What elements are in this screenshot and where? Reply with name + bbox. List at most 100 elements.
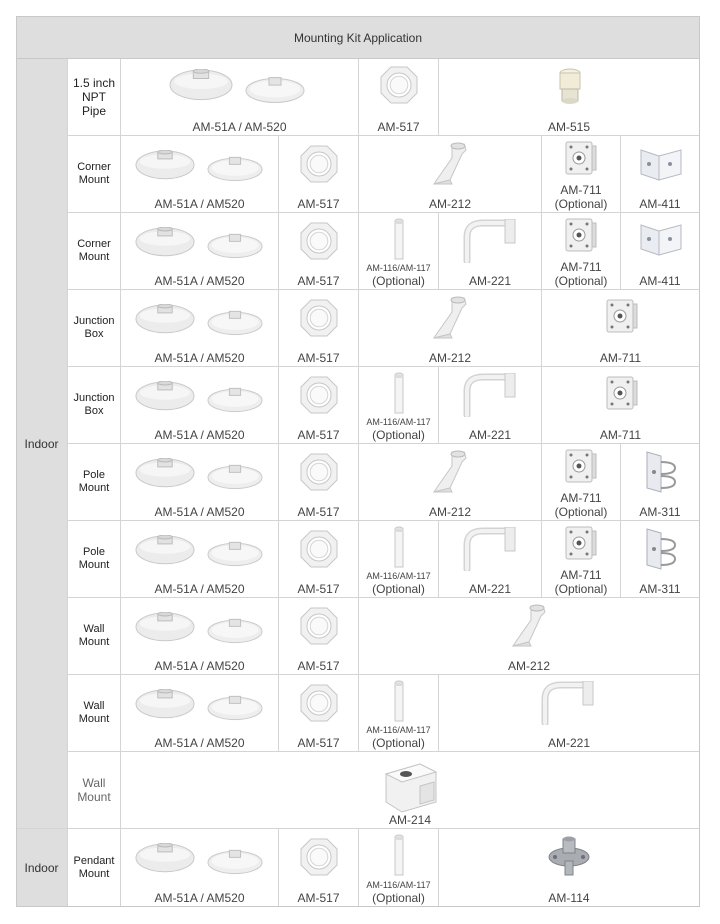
- dome-adapter-icon: [135, 688, 195, 718]
- product-cell: AM-221: [439, 367, 542, 444]
- product-code: AM-411: [639, 197, 681, 211]
- product-cell: AM-517: [279, 367, 359, 444]
- product-code: AM-51A / AM520: [154, 505, 245, 519]
- optional-note: (Optional): [372, 428, 425, 442]
- optional-note: (Optional): [372, 891, 425, 905]
- product-cell: AM-311: [621, 444, 700, 521]
- dome-adapter-icon: [207, 156, 263, 182]
- product-code: AM-51A / AM520: [154, 428, 245, 442]
- ring-adapter-icon: [300, 607, 338, 645]
- row-label: Junction Box: [68, 367, 121, 444]
- product-cell: AM-116/AM-117 (Optional): [359, 675, 439, 752]
- product-cell: AM-221: [439, 213, 542, 290]
- product-caption: AM-711 (Optional): [542, 260, 620, 288]
- product-code: AM-711: [560, 568, 602, 582]
- wall-bracket-icon: [511, 604, 546, 647]
- wall-bracket-icon: [432, 450, 467, 493]
- product-code: AM-51A / AM-520: [192, 120, 287, 134]
- row-label-text: Junction Box: [73, 392, 115, 417]
- wall-bracket-icon: [432, 296, 467, 339]
- junction-box-icon: [565, 141, 597, 175]
- junction-box-icon: [565, 526, 597, 560]
- product-cell: AM-517: [279, 521, 359, 598]
- ring-adapter-icon: [300, 838, 338, 876]
- dome-adapter-icon: [207, 310, 263, 336]
- dome-adapter-icon: [207, 233, 263, 259]
- product-code: AM-711: [599, 428, 642, 442]
- product-cell: AM-711 (Optional): [542, 136, 621, 213]
- product-caption: AM-116/AM-117 (Optional): [359, 416, 438, 442]
- junction-box-icon: [565, 218, 597, 252]
- side-label-indoor: Indoor: [16, 59, 68, 829]
- row-label: 1.5 inch NPT Pipe: [68, 59, 121, 136]
- header-title: Mounting Kit Application: [293, 30, 423, 45]
- dome-adapter-icon: [207, 541, 263, 567]
- junction-box-icon: [606, 376, 638, 410]
- product-cell: AM-517: [279, 290, 359, 367]
- optional-note: (Optional): [554, 582, 608, 596]
- dome-adapter-icon: [135, 149, 195, 179]
- ring-adapter-icon: [380, 66, 418, 104]
- indoor-label: Indoor: [24, 436, 59, 451]
- optional-note: (Optional): [372, 582, 425, 596]
- dome-adapter-icon: [135, 611, 195, 641]
- product-cell: AM-212: [359, 598, 700, 675]
- product-cell: AM-51A / AM520: [121, 829, 279, 907]
- indoor-label: Indoor: [24, 860, 59, 875]
- product-cell: AM-711: [542, 290, 700, 367]
- product-caption: AM-711 (Optional): [542, 491, 620, 519]
- pipe-extension-icon: [394, 834, 404, 876]
- product-cell: AM-517: [279, 675, 359, 752]
- dome-adapter-icon: [135, 380, 195, 410]
- product-cell: AM-116/AM-117 (Optional): [359, 213, 439, 290]
- product-cell: AM-221: [439, 675, 700, 752]
- gooseneck-arm-icon: [463, 373, 516, 417]
- product-code: AM-517: [297, 274, 340, 288]
- product-code: AM-221: [468, 582, 512, 596]
- product-code: AM-311: [639, 505, 681, 519]
- pendant-cap-icon: [548, 836, 590, 876]
- product-cell: AM-517: [359, 59, 439, 136]
- row-label-text: Corner Mount: [77, 161, 111, 186]
- product-code: AM-212: [428, 197, 472, 211]
- product-code: AM-116/AM-117: [366, 571, 431, 581]
- product-code: AM-116/AM-117: [366, 417, 431, 427]
- product-cell: AM-711 (Optional): [542, 521, 621, 598]
- product-cell: AM-214: [121, 752, 700, 829]
- product-cell: AM-51A / AM520: [121, 213, 279, 290]
- product-code: AM-212: [428, 505, 472, 519]
- product-cell: AM-311: [621, 521, 700, 598]
- row-label-text: 1.5 inch NPT Pipe: [72, 76, 116, 118]
- row-label: Corner Mount: [68, 213, 121, 290]
- product-code: AM-517: [297, 351, 340, 365]
- ring-adapter-icon: [300, 376, 338, 414]
- row-label: Wall Mount: [68, 675, 121, 752]
- product-cell: AM-411: [621, 213, 700, 290]
- product-cell: AM-515: [439, 59, 700, 136]
- product-code: AM-517: [297, 428, 340, 442]
- wall-mount-box-icon: [384, 763, 438, 813]
- product-cell: AM-212: [359, 290, 542, 367]
- product-code: AM-51A / AM520: [154, 659, 245, 673]
- product-cell: AM-517: [279, 829, 359, 907]
- product-code: AM-221: [468, 274, 512, 288]
- product-code: AM-51A / AM520: [154, 736, 245, 750]
- table-header: Mounting Kit Application: [16, 16, 700, 59]
- ring-adapter-icon: [300, 222, 338, 260]
- row-label-text: Wall Mount: [78, 623, 110, 648]
- dome-adapter-icon: [135, 226, 195, 256]
- product-cell: AM-221: [439, 521, 542, 598]
- product-code: AM-212: [428, 351, 472, 365]
- optional-note: (Optional): [372, 274, 425, 288]
- product-cell: AM-711: [542, 367, 700, 444]
- dome-adapter-icon: [169, 69, 233, 101]
- product-cell: AM-51A / AM520: [121, 367, 279, 444]
- row-label-text: Pole Mount: [78, 469, 110, 494]
- ring-adapter-icon: [300, 453, 338, 491]
- dome-adapter-icon: [135, 303, 195, 333]
- product-code: AM-214: [388, 813, 432, 827]
- product-code: AM-114: [548, 891, 590, 905]
- row-label-text: Wall Mount: [78, 700, 110, 725]
- product-cell: AM-711 (Optional): [542, 444, 621, 521]
- row-label: Pole Mount: [68, 444, 121, 521]
